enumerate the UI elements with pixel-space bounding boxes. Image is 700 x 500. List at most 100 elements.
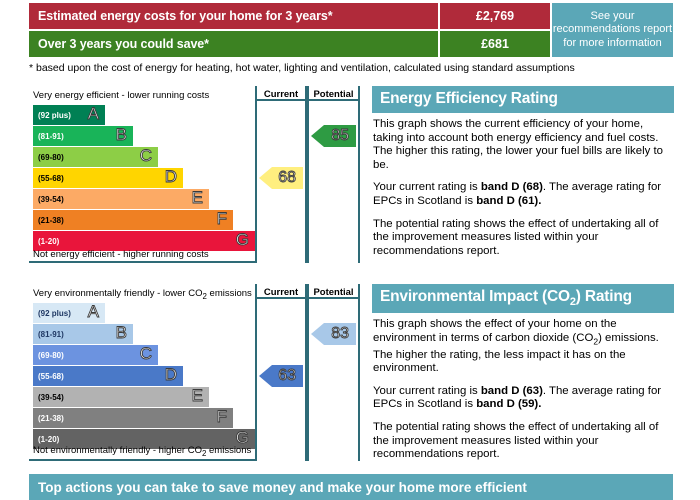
band-row-d: (55-68) D xyxy=(33,365,255,386)
band-range-label: (55-68) xyxy=(38,173,64,183)
eir-paragraph-1: This graph shows the effect of your home… xyxy=(373,318,673,376)
chart-caption-top: Very energy efficient - lower running co… xyxy=(33,90,210,101)
band-bar-b: (81-91) B xyxy=(33,125,133,146)
eir-paragraph-3: The potential rating shows the effect of… xyxy=(373,420,659,461)
potential-column: Potential 85 xyxy=(307,86,360,263)
chart-area: Very energy efficient - lower running co… xyxy=(29,86,360,263)
potential-column-header: Potential xyxy=(309,284,358,299)
potential-column-header: Potential xyxy=(309,86,358,101)
band-bar-d: (55-68) D xyxy=(33,167,183,188)
band-range-label: (55-68) xyxy=(38,371,64,381)
band-letter-a: A xyxy=(87,104,99,124)
eer-paragraph-3: The potential rating shows the effect of… xyxy=(373,217,659,257)
band-range-label: (21-38) xyxy=(38,215,64,225)
band-range-label: (92 plus) xyxy=(38,110,71,120)
band-row-g: (1-20) G xyxy=(33,230,255,251)
band-letter-e: E xyxy=(191,386,203,406)
environmental-impact-heading: Environmental Impact (CO2) Rating xyxy=(372,284,674,314)
band-range-label: (39-54) xyxy=(38,194,64,204)
band-row-a: (92 plus) A xyxy=(33,302,255,323)
band-range-label: (81-91) xyxy=(38,329,64,339)
caption-text: Very environmentally friendly - lower CO xyxy=(33,288,203,299)
chart-caption-top: Very environmentally friendly - lower CO… xyxy=(33,288,252,301)
band-bars: (92 plus) A (81-91) B (69-80) C (55-68) D (39-54… xyxy=(33,104,255,252)
eir-title-pre: Environmental Impact (CO xyxy=(380,288,570,305)
band-letter-b: B xyxy=(115,323,127,343)
band-bars: (92 plus) A (81-91) B (69-80) C (55-68) D (39-54… xyxy=(33,302,255,450)
band-letter-b: B xyxy=(115,125,127,145)
band-row-f: (21-38) F xyxy=(33,209,255,230)
eer-p2-mid: . The average rating for EPCs in Scotlan… xyxy=(373,181,662,207)
chart-baseline xyxy=(29,459,255,461)
eer-p2-pre: Your current rating is xyxy=(373,181,481,194)
eer-current-band: band D (68) xyxy=(480,181,543,194)
current-column-header: Current xyxy=(257,86,305,101)
eer-paragraph-2: Your current rating is band D (68). The … xyxy=(373,181,673,208)
band-bar-c: (69-80) C xyxy=(33,146,158,167)
co2-subscript: 2 xyxy=(201,449,207,458)
eir-title-subscript: 2 xyxy=(569,296,576,309)
potential-saving-label: Over 3 years you could save* xyxy=(29,31,438,57)
band-letter-c: C xyxy=(139,146,152,166)
environmental-impact-body: This graph shows the effect of your home… xyxy=(372,313,674,462)
potential-rating-marker: 85 xyxy=(311,125,356,147)
band-range-label: (21-38) xyxy=(38,413,64,423)
energy-efficiency-heading: Energy Efficiency Rating xyxy=(372,86,674,113)
band-range-label: (81-91) xyxy=(38,131,64,141)
energy-efficiency-rating-chart: Very energy efficient - lower running co… xyxy=(29,86,360,263)
band-range-label: (92 plus) xyxy=(38,308,71,318)
band-bar-f: (21-38) F xyxy=(33,407,233,428)
band-bar-a: (92 plus) A xyxy=(33,302,105,323)
band-letter-a: A xyxy=(87,302,99,322)
caption-text-end: emissions xyxy=(206,445,252,457)
cost-rows: Estimated energy costs for your home for… xyxy=(29,3,550,59)
chart-caption-bottom: Not energy efficient - higher running co… xyxy=(33,249,209,260)
band-bar-f: (21-38) F xyxy=(33,209,233,230)
table-row: Estimated energy costs for your home for… xyxy=(29,3,550,29)
band-range-label: (39-54) xyxy=(38,392,64,402)
co2-subscript: 2 xyxy=(202,291,207,301)
environmental-impact-info-panel: Environmental Impact (CO2) Rating This g… xyxy=(372,284,674,471)
table-row: Over 3 years you could save* £681 xyxy=(29,31,550,57)
band-letter-c: C xyxy=(139,344,152,364)
band-bar-d: (55-68) D xyxy=(33,365,183,386)
energy-efficiency-info-panel: Energy Efficiency Rating This graph show… xyxy=(372,86,674,267)
band-range-label: (69-80) xyxy=(38,152,64,162)
eir-p1-post: ) emissions. The higher the rating, the … xyxy=(373,331,659,375)
band-row-d: (55-68) D xyxy=(33,167,255,188)
band-row-b: (81-91) B xyxy=(33,125,255,146)
current-column: Current 63 xyxy=(255,284,307,461)
energy-cost-summary-table: Estimated energy costs for your home for… xyxy=(29,3,673,59)
chart-baseline xyxy=(29,261,255,263)
eir-paragraph-2: Your current rating is band D (63). The … xyxy=(373,385,673,412)
band-letter-d: D xyxy=(164,167,177,187)
band-letter-e: E xyxy=(191,188,203,208)
band-bar-a: (92 plus) A xyxy=(33,104,105,125)
eir-p1-pre: This graph shows the effect of your home… xyxy=(373,318,617,344)
caption-text: Not environmentally friendly - higher CO xyxy=(33,445,202,457)
cost-table-footnote: * based upon the cost of energy for heat… xyxy=(29,62,575,74)
eir-average-band: band D (59). xyxy=(476,398,542,411)
band-letter-f: F xyxy=(216,209,227,229)
eer-average-band: band D (61). xyxy=(476,194,542,207)
environmental-impact-rating-chart: Very environmentally friendly - lower CO… xyxy=(29,284,360,461)
current-rating-marker: 63 xyxy=(259,365,303,387)
energy-efficiency-body: This graph shows the current efficiency … xyxy=(372,113,674,258)
current-column: Current 68 xyxy=(255,86,307,263)
band-bar-b: (81-91) B xyxy=(33,323,133,344)
caption-text-end: emissions xyxy=(206,288,252,299)
top-actions-banner: Top actions you can take to save money a… xyxy=(29,474,673,500)
eir-p2-pre: Your current rating is xyxy=(373,384,481,397)
current-column-header: Current xyxy=(257,284,305,299)
band-range-label: (1-20) xyxy=(38,236,60,246)
estimated-cost-label: Estimated energy costs for your home for… xyxy=(29,3,438,29)
band-row-e: (39-54) E xyxy=(33,188,255,209)
band-bar-g: (1-20) G xyxy=(33,428,255,449)
band-row-c: (69-80) C xyxy=(33,344,255,365)
potential-saving-value: £681 xyxy=(438,31,550,57)
eir-p1-subscript: 2 xyxy=(593,335,599,346)
band-range-label: (1-20) xyxy=(38,434,60,444)
band-letter-f: F xyxy=(216,407,227,427)
chart-caption-bottom: Not environmentally friendly - higher CO… xyxy=(33,445,251,458)
potential-rating-marker: 83 xyxy=(311,323,356,345)
